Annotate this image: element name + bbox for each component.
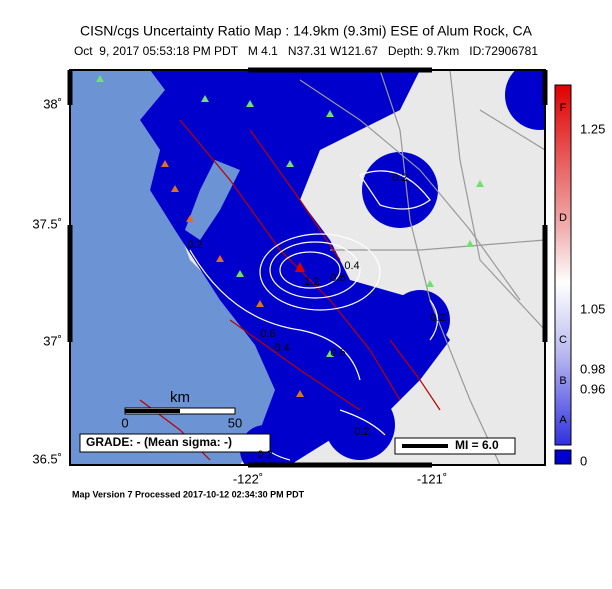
- scale-unit: km: [170, 389, 190, 406]
- uncertainty-area: [362, 152, 438, 228]
- contour-label: 0.6: [330, 347, 345, 359]
- contour-label: 0.6: [260, 328, 275, 340]
- bay: [185, 160, 240, 240]
- lat-label: 37˚: [43, 333, 62, 348]
- colorbar-value: 1.05: [580, 301, 605, 316]
- stations: [96, 75, 484, 397]
- title: CISN/cgs Uncertainty Ratio Map : 14.9km …: [80, 23, 533, 39]
- colorbar-grade: D: [559, 212, 567, 224]
- grade-box: [79, 433, 271, 453]
- colorbar-grade: C: [559, 334, 567, 346]
- lat-label: 37.5˚: [32, 216, 62, 231]
- contour-label: 0.2: [187, 239, 202, 251]
- contour-label: 0.2: [392, 172, 407, 184]
- colorbar-grade: B: [559, 375, 566, 387]
- lon-label: -121˚: [417, 471, 447, 486]
- colorbar-grade: F: [560, 102, 567, 114]
- footer: Map Version 7 Processed 2017-10-12 02:34…: [72, 489, 305, 499]
- uncertainty-area: [505, 70, 545, 130]
- scale-tick-label: 50: [228, 415, 242, 430]
- contour-label: 0.2: [354, 426, 369, 438]
- contour-label: 0.4: [274, 342, 289, 354]
- contour-label: 0.4: [344, 260, 359, 272]
- contour-label: 0.6: [330, 272, 345, 284]
- frame-ticks: [67, 67, 548, 468]
- contour-label: 0.2: [257, 449, 272, 461]
- colorbar-value: 0: [580, 453, 587, 468]
- contour-label: 1.2: [304, 276, 319, 288]
- lat-label: 38˚: [43, 96, 62, 111]
- roads: [299, 70, 545, 465]
- uncertainty-area: [325, 390, 395, 460]
- map-body: [70, 70, 545, 465]
- colorbar: [554, 84, 572, 446]
- scale-bar-fill: [125, 409, 180, 413]
- colorbar-grade: A: [559, 414, 567, 426]
- colorbar-value: 1.25: [580, 121, 605, 136]
- contours: [189, 170, 439, 461]
- mi-label: MI = 6.0: [455, 438, 499, 452]
- scale-tick-label: 0: [121, 415, 128, 430]
- uncertainty-area: [390, 290, 450, 350]
- colorbar-value: 0.96: [580, 381, 605, 396]
- colorbar-value: 0.98: [580, 361, 605, 376]
- contour-label: 0.2: [430, 312, 445, 324]
- water: [70, 70, 280, 465]
- mi-box: [394, 437, 516, 455]
- epicenter: [295, 262, 305, 272]
- lon-label: -122˚: [233, 471, 263, 486]
- grade: GRADE: - (Mean sigma: -): [86, 435, 232, 449]
- subtitle: Oct 9, 2017 05:53:18 PM PDT M 4.1 N37.31…: [74, 44, 538, 58]
- lat-label: 36.5˚: [32, 451, 62, 466]
- colorbar-zero: [554, 449, 572, 465]
